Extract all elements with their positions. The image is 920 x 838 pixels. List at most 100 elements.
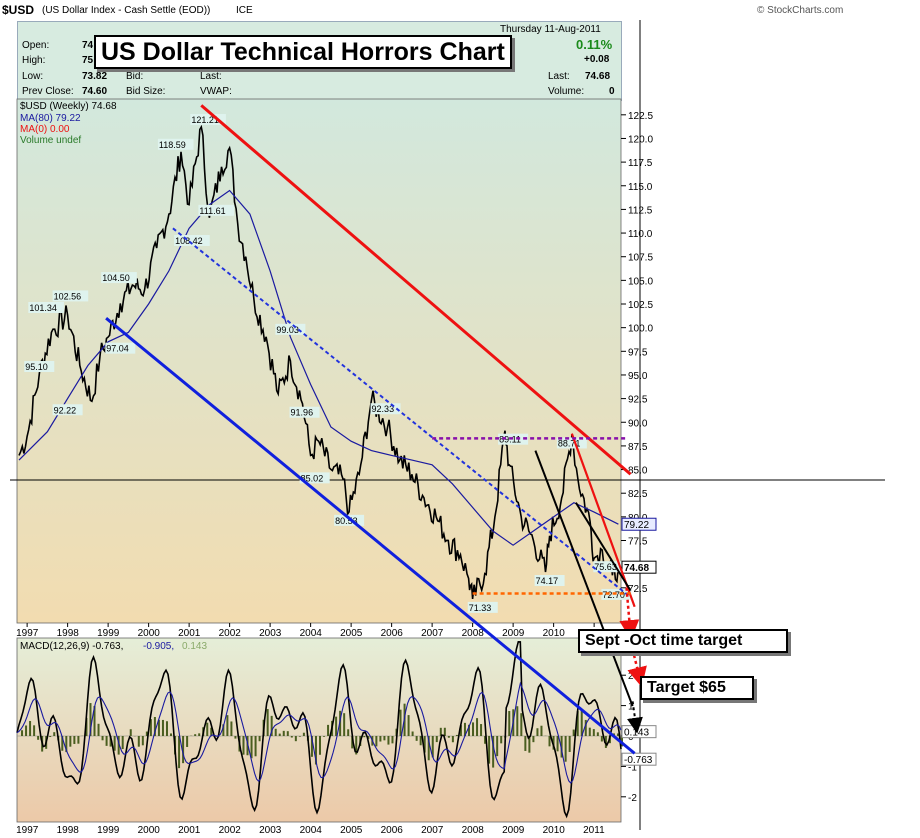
macd-hist-bar — [351, 736, 354, 749]
macd-hist-bar — [451, 736, 454, 743]
macd-hist-bar — [488, 736, 491, 764]
macd-hist-bar — [576, 711, 579, 736]
x-tick-label: 2000 — [138, 628, 161, 639]
macd-hist-bar — [29, 720, 32, 736]
macd-hist-bar — [310, 736, 313, 757]
macd-hist-bar — [423, 736, 426, 753]
point-label-bg — [370, 403, 401, 415]
red-short-line — [570, 433, 636, 608]
x-tick-label-lower: 2002 — [219, 825, 242, 836]
blue-support-line — [105, 317, 636, 755]
x-tick-label-lower: 2008 — [462, 825, 485, 836]
x-tick-label: 1999 — [97, 628, 120, 639]
x-tick-label: 2008 — [462, 628, 485, 639]
point-label-bg — [299, 472, 330, 484]
macd-hist-bar — [435, 736, 438, 743]
macd-right-box — [621, 752, 657, 766]
x-tick-label: 2005 — [340, 628, 363, 639]
y-tick-label: 77.5 — [628, 537, 648, 548]
macd-hist-bar — [117, 736, 120, 755]
macd-hist-bar — [375, 736, 378, 747]
point-label-bg — [174, 235, 210, 247]
black-short-line — [575, 502, 632, 592]
macd-hist-bar — [319, 736, 321, 755]
macd-legend-1: MACD(12,26,9) -0.763, — [20, 641, 124, 652]
x-tick-label: 2007 — [421, 628, 444, 639]
macd-hist-bar — [323, 736, 326, 737]
macd-hist-bar — [298, 736, 301, 737]
macd-hist-bar — [399, 709, 402, 736]
macd-hist-bar — [97, 723, 100, 736]
point-label: 104.50 — [102, 273, 130, 283]
point-label: 71.33 — [469, 603, 492, 613]
macd-hist-bar — [33, 725, 36, 736]
macd-hist-bar — [246, 736, 249, 756]
macd-hist-bar — [37, 736, 40, 740]
y-tick-label: 122.5 — [628, 111, 653, 122]
macd-hist-bar — [290, 736, 293, 738]
macd-hist-bar — [73, 736, 76, 744]
macd-hist-bar — [302, 732, 305, 736]
macd-hist-bar — [226, 715, 229, 736]
y-tick-label: 115.0 — [628, 182, 653, 193]
macd-y-tick-label: -2 — [628, 793, 637, 804]
macd-hist-bar — [161, 719, 164, 736]
y-tick-label: 87.5 — [628, 442, 648, 453]
macd-hist-bar — [85, 717, 88, 736]
macd-hist-bar — [282, 730, 285, 736]
bid-label: Bid: — [126, 71, 144, 82]
point-label-bg — [467, 601, 498, 613]
y-tick-label: 95.0 — [628, 371, 648, 382]
macd-hist-bar — [69, 736, 72, 747]
macd-hist-bar — [560, 736, 563, 758]
point-label: 89.11 — [499, 435, 521, 445]
macd-y-tick-label: 2 — [628, 671, 634, 682]
symbol: $USD — [2, 3, 35, 17]
brand-logo: © StockCharts.com — [757, 5, 844, 16]
point-label: 118.59 — [159, 140, 186, 150]
x-tick-label-lower: 1999 — [97, 825, 120, 836]
macd-hist-bar — [254, 736, 257, 757]
x-tick-label: 2004 — [300, 628, 323, 639]
macd-hist-bar — [419, 736, 422, 746]
x-tick-label-lower: 2007 — [421, 825, 444, 836]
macd-hist-bar — [508, 711, 511, 736]
volume-value: 0 — [609, 86, 615, 97]
bid-size-label: Bid Size: — [126, 86, 166, 97]
right-value-label: 74.68 — [624, 563, 649, 574]
macd-hist-bar — [600, 736, 603, 742]
macd-hist-bar — [157, 719, 160, 736]
low-label: Low: — [22, 71, 44, 82]
point-label-bg — [157, 138, 194, 150]
macd-hist-bar — [484, 736, 487, 744]
macd-hist-bar — [500, 736, 503, 744]
macd-hist-bar — [552, 736, 555, 750]
macd-hist-bar — [278, 733, 281, 736]
macd-y-tick-label: 1 — [628, 702, 634, 713]
change-pct: 0.11% — [576, 37, 613, 52]
macd-hist-bar — [532, 736, 535, 743]
point-label-bg — [275, 323, 306, 335]
macd-hist-bar — [520, 713, 523, 736]
macd-hist-bar — [89, 703, 92, 736]
price-series — [18, 124, 620, 599]
x-tick-label-lower: 2011 — [583, 825, 605, 836]
macd-hist-bar — [270, 715, 273, 736]
high-label: High: — [22, 55, 46, 66]
macd-hist-bar — [363, 736, 366, 738]
y-tick-label: 85.0 — [628, 466, 648, 477]
last-label: Last: — [548, 71, 570, 82]
point-label: 92.33 — [372, 404, 395, 414]
macd-hist-bar — [588, 727, 591, 736]
macd-hist-bar — [347, 729, 350, 736]
point-label: 88.71 — [558, 438, 581, 448]
target-callout: Target $65 — [640, 676, 754, 700]
exchange: ICE — [236, 5, 253, 16]
point-label-bg — [24, 361, 55, 373]
macd-hist-bar — [536, 728, 539, 736]
macd-hist-bar — [327, 724, 330, 736]
macd-hist-bar — [616, 733, 619, 736]
macd-hist-bar — [572, 729, 575, 736]
right-value-box — [621, 517, 657, 531]
y-tick-label: 107.5 — [628, 253, 653, 264]
